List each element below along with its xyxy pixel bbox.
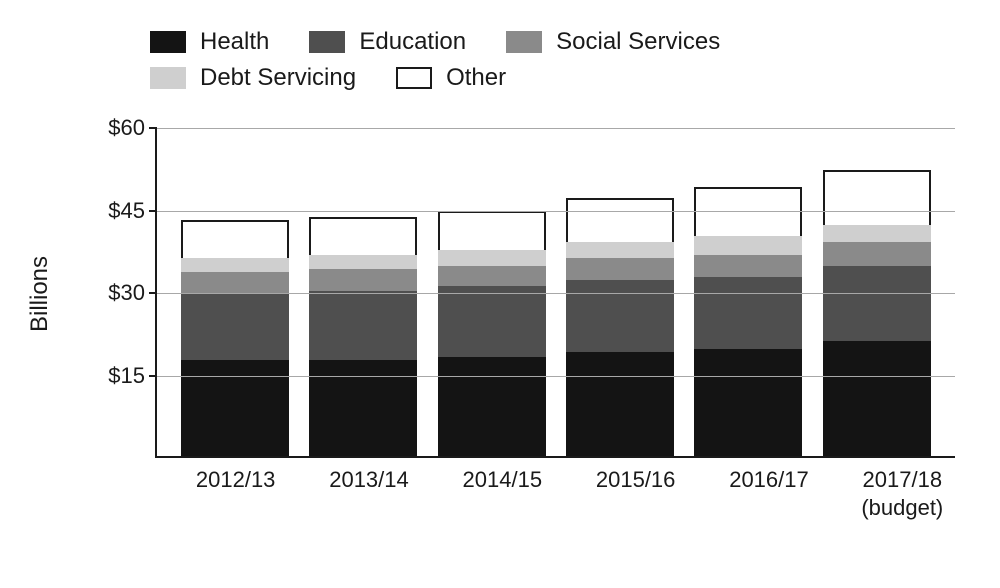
legend-item-social_services: Social Services [506, 24, 720, 60]
y-tick-mark [149, 375, 157, 377]
y-tick-mark [149, 292, 157, 294]
gridline [157, 211, 955, 212]
bar-group [309, 217, 417, 456]
y-tick-label: $30 [108, 280, 145, 306]
bar-group [694, 187, 802, 457]
bar-segment-debt_servicing [694, 236, 802, 255]
gridline [157, 293, 955, 294]
bar-container [157, 128, 955, 456]
bar-segment-education [694, 277, 802, 349]
bar-group [566, 198, 674, 457]
bar-segment-social_services [823, 242, 931, 267]
legend-item-education: Education [309, 24, 466, 60]
x-tick-label: 2013/14 [315, 466, 423, 521]
expenditure-chart: Health Education Social Services Debt Servi… [0, 0, 1000, 588]
bar-segment-education [309, 291, 417, 360]
gridline [157, 376, 955, 377]
x-axis-labels: 2012/13 2013/14 2014/15 2015/16 2016/17 2017/… [155, 466, 983, 521]
bar-segment-education [566, 280, 674, 352]
bar-segment-health [566, 352, 674, 457]
bar-segment-education [823, 266, 931, 340]
bar-segment-debt_servicing [438, 250, 546, 267]
bar-group [438, 211, 546, 456]
bar-segment-education [438, 286, 546, 358]
legend: Health Education Social Services Debt Servi… [150, 24, 910, 96]
y-tick-mark [149, 127, 157, 129]
y-tick-label: $15 [108, 363, 145, 389]
bar-segment-other [566, 198, 674, 242]
legend-item-debt_servicing: Debt Servicing [150, 60, 356, 96]
legend-label: Debt Servicing [200, 60, 356, 96]
legend-label: Other [446, 60, 506, 96]
bar-segment-social_services [309, 269, 417, 291]
legend-label: Health [200, 24, 269, 60]
legend-label: Education [359, 24, 466, 60]
bar-segment-debt_servicing [566, 242, 674, 259]
bar-segment-other [823, 170, 931, 225]
legend-item-other: Other [396, 60, 506, 96]
legend-swatch-debt_servicing [150, 67, 186, 89]
bar-segment-health [438, 357, 546, 456]
y-tick-label: $45 [108, 198, 145, 224]
y-tick-label: $60 [108, 115, 145, 141]
bar-segment-health [309, 360, 417, 456]
bar-segment-social_services [438, 266, 546, 285]
x-tick-label: 2015/16 [582, 466, 690, 521]
legend-swatch-education [309, 31, 345, 53]
x-tick-label: 2012/13 [182, 466, 290, 521]
gridline [157, 128, 955, 129]
y-axis-label: Billions [26, 256, 54, 332]
bar-segment-health [823, 341, 931, 457]
bar-segment-debt_servicing [309, 255, 417, 269]
bar-segment-other [181, 220, 289, 259]
bar-segment-other [438, 211, 546, 250]
legend-label: Social Services [556, 24, 720, 60]
legend-swatch-health [150, 31, 186, 53]
bar-group [181, 220, 289, 457]
bar-segment-social_services [566, 258, 674, 280]
x-tick-label: 2016/17 [715, 466, 823, 521]
bar-segment-social_services [694, 255, 802, 277]
legend-swatch-social_services [506, 31, 542, 53]
bar-segment-health [181, 360, 289, 456]
bar-segment-education [181, 294, 289, 360]
x-tick-label: 2014/15 [448, 466, 556, 521]
x-tick-label: 2017/18 (budget) [848, 466, 956, 521]
bar-group [823, 170, 931, 456]
legend-item-health: Health [150, 24, 269, 60]
bar-segment-other [309, 217, 417, 256]
bar-segment-health [694, 349, 802, 456]
y-tick-mark [149, 210, 157, 212]
bar-segment-debt_servicing [181, 258, 289, 272]
legend-swatch-other [396, 67, 432, 89]
bar-segment-social_services [181, 272, 289, 294]
bar-segment-debt_servicing [823, 225, 931, 242]
plot-area [155, 128, 955, 458]
